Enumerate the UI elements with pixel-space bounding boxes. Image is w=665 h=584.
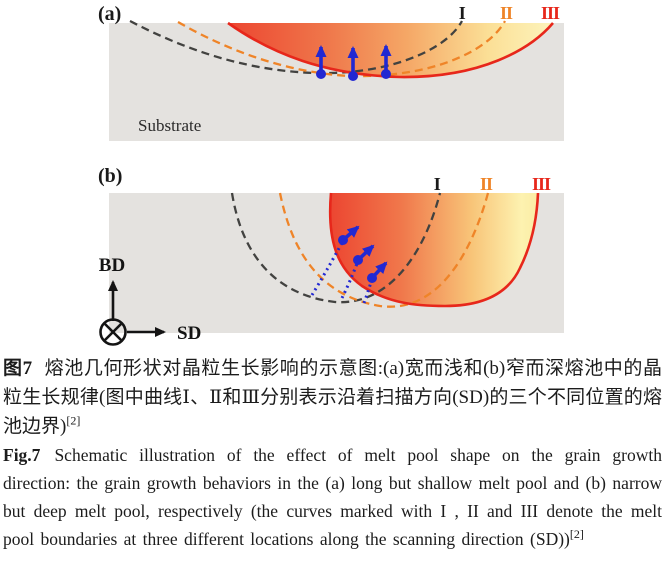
figure-canvas: (a) I II III Substrate [98, 3, 564, 346]
growth-trail-icon [310, 240, 345, 296]
melt-pool-boundary-II-a [177, 20, 507, 78]
melt-pool-boundary-III-b [328, 192, 540, 308]
caption-zh-body: 熔池几何形状对晶粒生长影响的示意图:(a)宽而浅和(b)窄而深熔池中的晶粒生长规… [3, 358, 662, 437]
bd-axis-label: BD [99, 255, 125, 276]
caption-chinese: 图7 熔池几何形状对晶粒生长影响的示意图:(a)宽而浅和(b)窄而深熔池中的晶粒生… [3, 354, 662, 441]
grain-nucleation-dots-b [338, 235, 377, 283]
panel-a-label: (a) [98, 3, 121, 25]
curve-label-III-a: III [541, 3, 560, 23]
melt-pool-boundary-I-a [129, 19, 464, 75]
grain-nucleation-dots-a [316, 69, 391, 81]
curve-label-II-b: II [480, 174, 493, 194]
curve-label-I-b: I [434, 174, 441, 194]
melt-pool-b [330, 193, 538, 306]
melt-pool-boundary-I-b [230, 192, 442, 304]
scan-into-page-icon [99, 318, 127, 346]
grain-dot-icon [367, 273, 377, 283]
grain-dot-icon [316, 69, 326, 79]
coordinate-axes: BD SD [99, 255, 201, 346]
caption-zh-prefix: 图7 [3, 358, 33, 379]
figure-caption: 图7 熔池几何形状对晶粒生长影响的示意图:(a)宽而浅和(b)窄而深熔池中的晶粒生… [0, 352, 665, 553]
curve-label-II-a: II [500, 3, 513, 23]
sd-axis-label: SD [177, 323, 201, 344]
grain-dot-icon [381, 69, 391, 79]
curve-label-I-a: I [459, 3, 466, 23]
caption-en-prefix: Fig.7 [3, 445, 41, 465]
grain-dot-icon [338, 235, 348, 245]
curve-label-III-b: III [532, 174, 551, 194]
caption-en-body: Schematic illustration of the effect of … [3, 445, 662, 549]
melt-pool-boundary-III-a [227, 21, 554, 79]
panel-a: (a) I II III Substrate [98, 3, 564, 141]
melt-pool-schematic-figure: (a) I II III Substrate [98, 3, 564, 346]
panel-b-label: (b) [98, 165, 122, 187]
growth-trail-icon [362, 278, 374, 304]
caption-zh-reference: [2] [66, 413, 81, 428]
caption-en-reference: [2] [569, 527, 584, 542]
caption-english: Fig.7 Schematic illustration of the effec… [3, 441, 662, 553]
grain-dot-icon [353, 255, 363, 265]
substrate-label: Substrate [138, 116, 201, 135]
panel-b: (b) I II III [98, 165, 564, 333]
grain-dot-icon [348, 71, 358, 81]
melt-pool-boundary-II-b [278, 192, 490, 308]
